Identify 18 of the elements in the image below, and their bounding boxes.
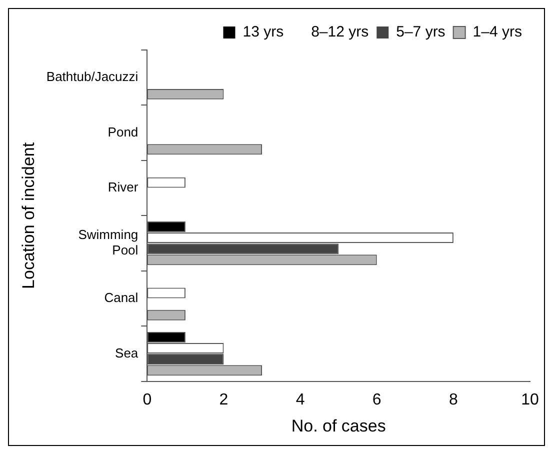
- legend-label: 13 yrs: [242, 24, 284, 41]
- legend-label: 5–7 yrs: [396, 24, 446, 41]
- legend-label: 1–4 yrs: [472, 24, 522, 41]
- y-axis-title: Location of incident: [18, 142, 38, 289]
- x-tick-label: 2: [219, 391, 228, 408]
- x-tick-label: 6: [372, 391, 382, 408]
- y-tick-label: Swimming Pool: [78, 227, 138, 258]
- x-tick-label: 0: [142, 391, 152, 408]
- y-tick-label: River: [108, 180, 139, 195]
- x-axis-title: No. of cases: [291, 416, 386, 436]
- y-tick-label: Canal: [104, 290, 138, 306]
- y-tick-label: Pond: [108, 124, 138, 140]
- y-tick-label: Bathtub/Jacuzzi: [46, 69, 138, 84]
- text: 8–12 yrs: [311, 24, 369, 41]
- x-tick-label: 8: [448, 391, 458, 408]
- x-tick-label: 10: [521, 391, 539, 408]
- y-tick-label: Sea: [115, 345, 139, 360]
- x-tick-label: 4: [296, 391, 305, 408]
